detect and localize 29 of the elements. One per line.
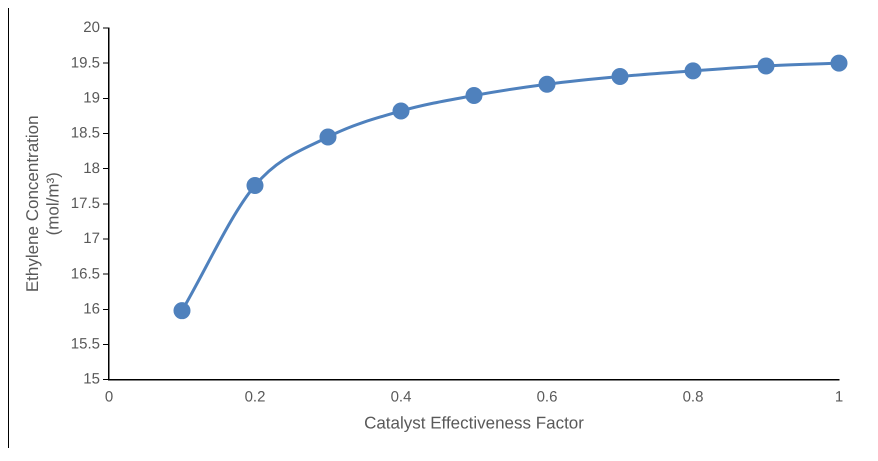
x-tick-label: 0.4 [390,388,412,406]
point [173,302,190,320]
y-tick-label: 18 [83,160,100,177]
point [830,54,848,72]
point [538,76,556,93]
y-tick-label: 17.5 [70,194,100,212]
x-tick-label: 1 [834,388,844,406]
y-tick-label: 19.5 [70,54,100,72]
x-axis-title: Catalyst Effectiveness Factor [364,413,584,432]
y-tick-label: 16.5 [70,265,100,282]
y-tick-label: 19 [83,89,100,106]
point [392,102,410,120]
point [319,128,336,146]
x-tick-label: 0.2 [244,388,266,406]
x-tick-label: 0.6 [536,388,558,406]
point [246,177,264,194]
x-tick-label: 0 [104,388,114,406]
y-tick-label: 15.5 [70,336,100,353]
point [758,57,774,74]
point [465,87,482,104]
y-tick-label: 17 [83,230,100,248]
y-tick-label: 20 [83,19,100,36]
y-axis-title: Ethylene Concentration (mol/m³) [22,115,62,292]
point [612,68,628,86]
y-tick-label: 15 [83,370,100,388]
point [684,62,702,80]
y-tick-label: 16 [83,300,100,318]
x-tick-label: 0.8 [682,388,704,406]
y-tick-label: 18.5 [70,124,100,142]
